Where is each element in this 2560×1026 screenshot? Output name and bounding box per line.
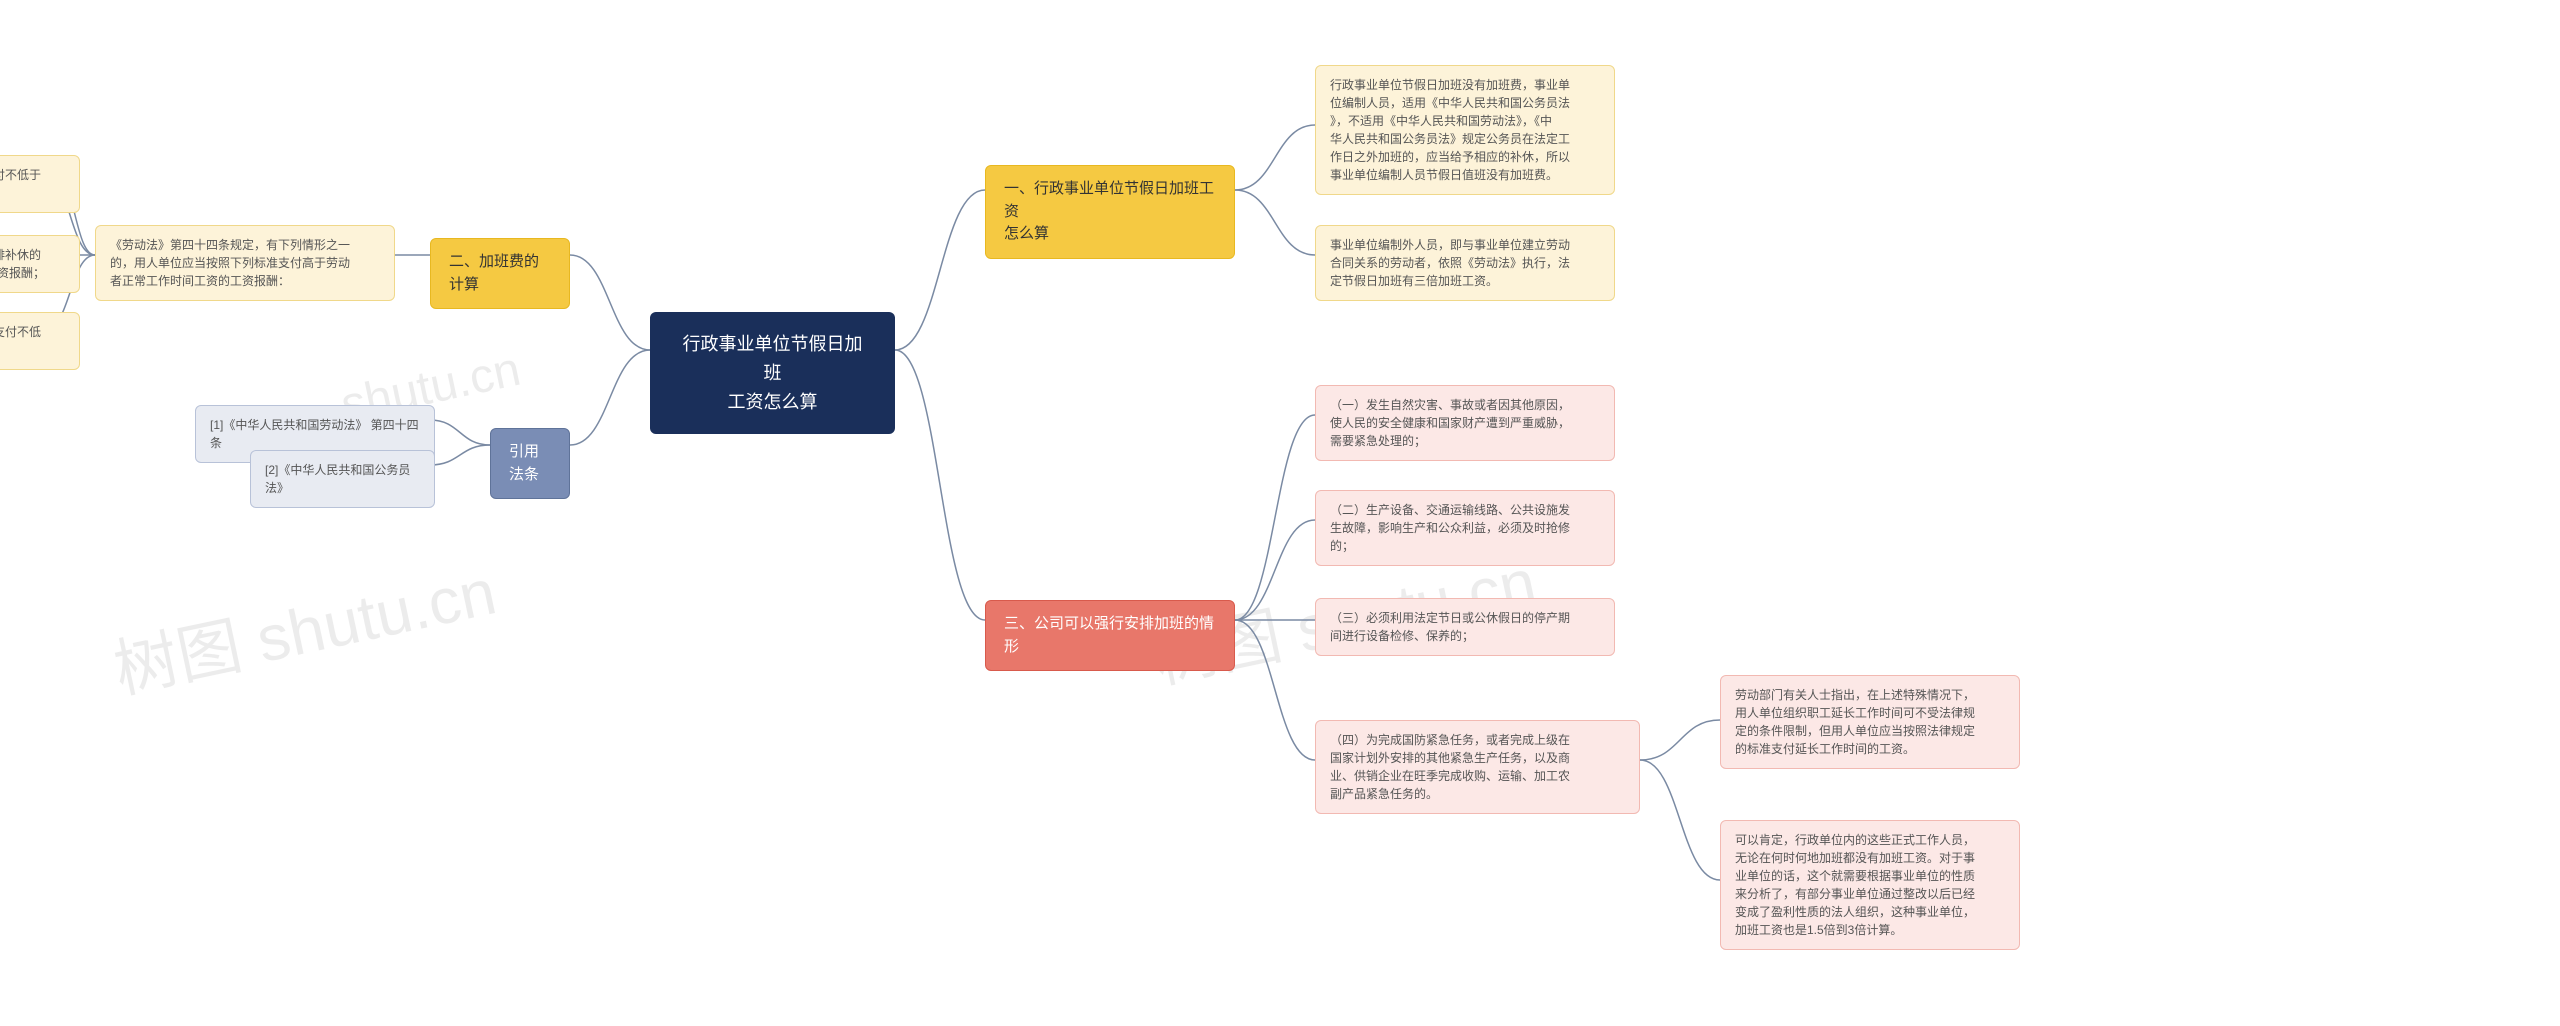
root-node: 行政事业单位节假日加班 工资怎么算 [650, 312, 895, 434]
branch-2-grandchild-2: (三)法定休假日安排劳动者工作的，支付不低 于工资的百分之三百的工资报酬。 [0, 312, 80, 370]
watermark-1: 树图 shutu.cn [105, 541, 503, 712]
branch-3-child-2: （三）必须利用法定节日或公休假日的停产期 间进行设备检修、保养的； [1315, 598, 1615, 656]
branch-3-child-1: （二）生产设备、交通运输线路、公共设施发 生故障，影响生产和公众利益，必须及时抢… [1315, 490, 1615, 566]
branch-1-label: 一、行政事业单位节假日加班工资 怎么算 [1004, 178, 1216, 246]
branch-3-label: 三、公司可以强行安排加班的情形 [1004, 613, 1216, 658]
branch-4: 引用法条 [490, 428, 570, 499]
branch-3-child-0: （一）发生自然灾害、事故或者因其他原因， 使人民的安全健康和国家财产遭到严重威胁… [1315, 385, 1615, 461]
branch-2-grandchild-1: (二)休息日安排劳动者工作又不能安排补休的 ，支付不低于工资的百分之二百的工资报… [0, 235, 80, 293]
connector-lines [0, 0, 2560, 1026]
branch-4-label: 引用法条 [509, 441, 551, 486]
branch-4-child-1: [2]《中华人民共和国公务员法》 [250, 450, 435, 508]
branch-3-child-3-sub-0: 劳动部门有关人士指出，在上述特殊情况下， 用人单位组织职工延长工作时间可不受法律… [1720, 675, 2020, 769]
branch-1: 一、行政事业单位节假日加班工资 怎么算 [985, 165, 1235, 259]
branch-2-label: 二、加班费的计算 [449, 251, 551, 296]
branch-3-child-3: （四）为完成国防紧急任务，或者完成上级在 国家计划外安排的其他紧急生产任务，以及… [1315, 720, 1640, 814]
branch-1-child-0: 行政事业单位节假日加班没有加班费，事业单 位编制人员，适用《中华人民共和国公务员… [1315, 65, 1615, 195]
branch-3: 三、公司可以强行安排加班的情形 [985, 600, 1235, 671]
branch-1-child-1: 事业单位编制外人员，即与事业单位建立劳动 合同关系的劳动者，依照《劳动法》执行，… [1315, 225, 1615, 301]
branch-2-grandchild-0: (一)安排劳动者延长工作时间的，支付不低于 工资的百分之一百五十的工资报酬； [0, 155, 80, 213]
root-text: 行政事业单位节假日加班 工资怎么算 [678, 330, 867, 416]
branch-2: 二、加班费的计算 [430, 238, 570, 309]
branch-3-child-3-sub-1: 可以肯定，行政单位内的这些正式工作人员， 无论在何时何地加班都没有加班工资。对于… [1720, 820, 2020, 950]
branch-2-child: 《劳动法》第四十四条规定，有下列情形之一 的，用人单位应当按照下列标准支付高于劳… [95, 225, 395, 301]
